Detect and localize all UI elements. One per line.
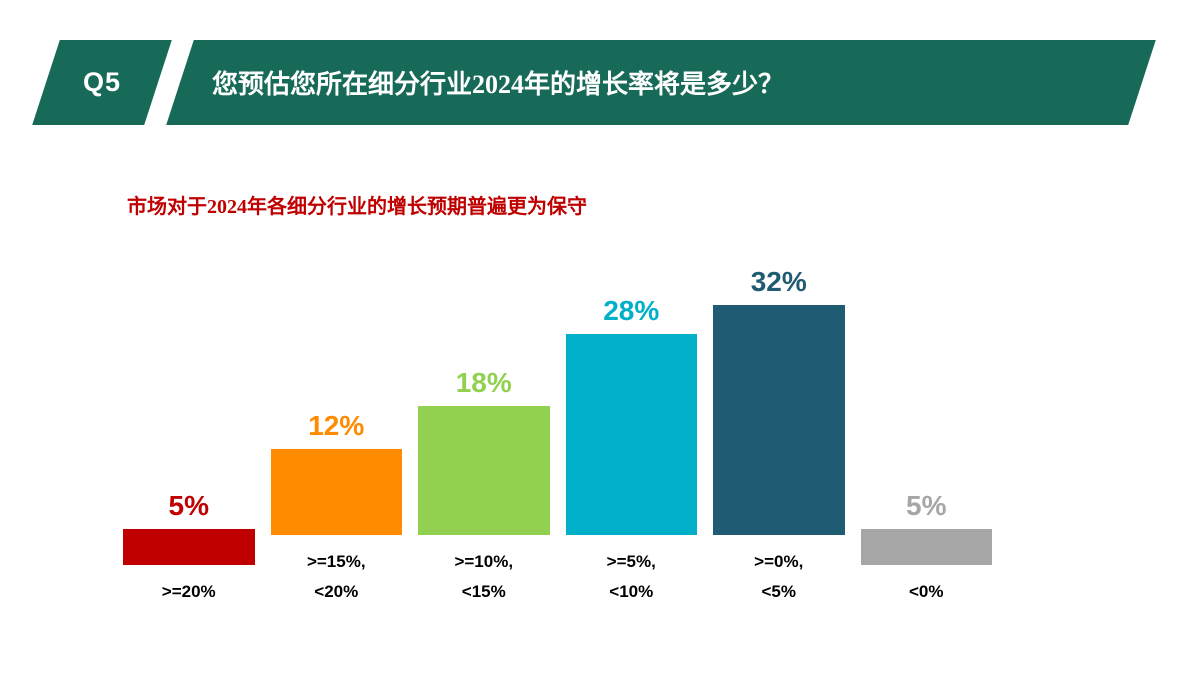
- bar: [123, 528, 255, 565]
- bar-stack: 12%: [270, 245, 402, 535]
- bar-chart-plot-area: 5% >=20% 12% >=15%, <20% 18% >=10%, <15% 28% >=5%…: [115, 245, 1000, 607]
- bar-chart: 5% >=20% 12% >=15%, <20% 18% >=10%, <15% 28% >=5%…: [115, 245, 1000, 607]
- bar-value-label: 12%: [308, 410, 365, 441]
- chart-subtitle: 市场对于2024年各细分行业的增长预期普遍更为保守: [127, 196, 587, 218]
- bar-group: 18% >=10%, <15%: [418, 245, 550, 607]
- bar-value-label: 5%: [168, 489, 209, 521]
- bar-value-label: 32%: [750, 266, 807, 297]
- question-title: 您预估您所在细分行业2024年的增长率将是多少？: [212, 70, 785, 99]
- bar-value-label: 28%: [603, 295, 660, 326]
- bar-stack: 5%: [860, 275, 992, 565]
- bar-group: 5% >=20%: [123, 275, 255, 607]
- bar-stack: 5%: [123, 275, 255, 565]
- category-label: <0%: [909, 581, 944, 601]
- bar: [565, 334, 697, 535]
- bar-value-label: 5%: [906, 489, 947, 521]
- bar-value-label: 18%: [455, 367, 512, 398]
- bar-group: 28% >=5%, <10%: [565, 245, 697, 607]
- bar-stack: 32%: [713, 245, 845, 535]
- category-label: >=20%: [161, 581, 216, 601]
- bar-stack: 18%: [418, 245, 550, 535]
- bar-group: 12% >=15%, <20%: [270, 245, 402, 607]
- category-label: >=0%, <5%: [754, 552, 804, 601]
- bar: [270, 449, 402, 535]
- category-label: >=5%, <10%: [606, 552, 656, 601]
- category-label: >=15%, <20%: [306, 552, 366, 601]
- bar: [418, 406, 550, 535]
- bar-group: 32% >=0%, <5%: [713, 245, 845, 607]
- bar-group: 5% <0%: [860, 275, 992, 607]
- question-number: Q5: [82, 67, 122, 97]
- bar: [713, 305, 845, 535]
- bar: [860, 528, 992, 565]
- category-label: >=10%, <15%: [454, 552, 514, 601]
- bar-stack: 28%: [565, 245, 697, 535]
